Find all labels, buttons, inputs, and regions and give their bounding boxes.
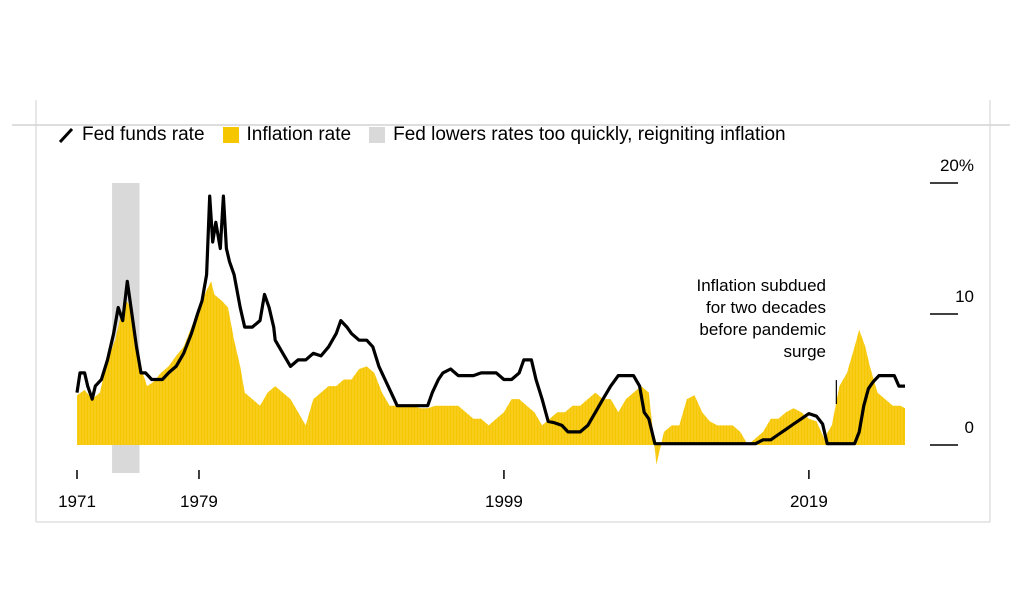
- x-tick-label: 1979: [180, 492, 218, 511]
- y-tick-label: 20%: [939, 156, 974, 175]
- legend-item-shade: Fed lowers rates too quickly, reigniting…: [369, 124, 786, 146]
- inflation-swatch-icon: [222, 127, 239, 143]
- legend-label-shade: Fed lowers rates too quickly, reigniting…: [393, 124, 786, 145]
- legend-label-inflation: Inflation rate: [246, 124, 352, 145]
- annotation-line-2: for two decades: [705, 298, 826, 317]
- x-tick-label: 1971: [58, 492, 96, 511]
- x-tick-label: 1999: [485, 492, 523, 511]
- inflation-area: [77, 281, 905, 465]
- x-tick-label: 2019: [789, 492, 828, 511]
- legend-label-fed-funds: Fed funds rate: [82, 124, 205, 145]
- annotation-line-3: before pandemic: [699, 320, 826, 339]
- legend-item-fed-funds: Fed funds rate: [58, 124, 205, 146]
- annotation-line-1: Inflation subdued: [696, 276, 827, 295]
- annotation-text: Inflation subdued for two decades before…: [626, 275, 827, 363]
- legend: Fed funds rate Inflation rate Fed lowers…: [58, 124, 804, 146]
- fed-funds-line-icon: [58, 127, 74, 143]
- fed-funds-line-layer: [75, 194, 905, 446]
- fed-funds-line: [75, 194, 905, 446]
- y-tick-label: 0: [964, 418, 974, 437]
- annotation-line-4: surge: [783, 342, 826, 361]
- shade-swatch-icon: [369, 127, 386, 143]
- axes-layer: [76, 182, 958, 479]
- y-tick-label: 10: [955, 287, 974, 306]
- legend-item-inflation: Inflation rate: [222, 124, 352, 146]
